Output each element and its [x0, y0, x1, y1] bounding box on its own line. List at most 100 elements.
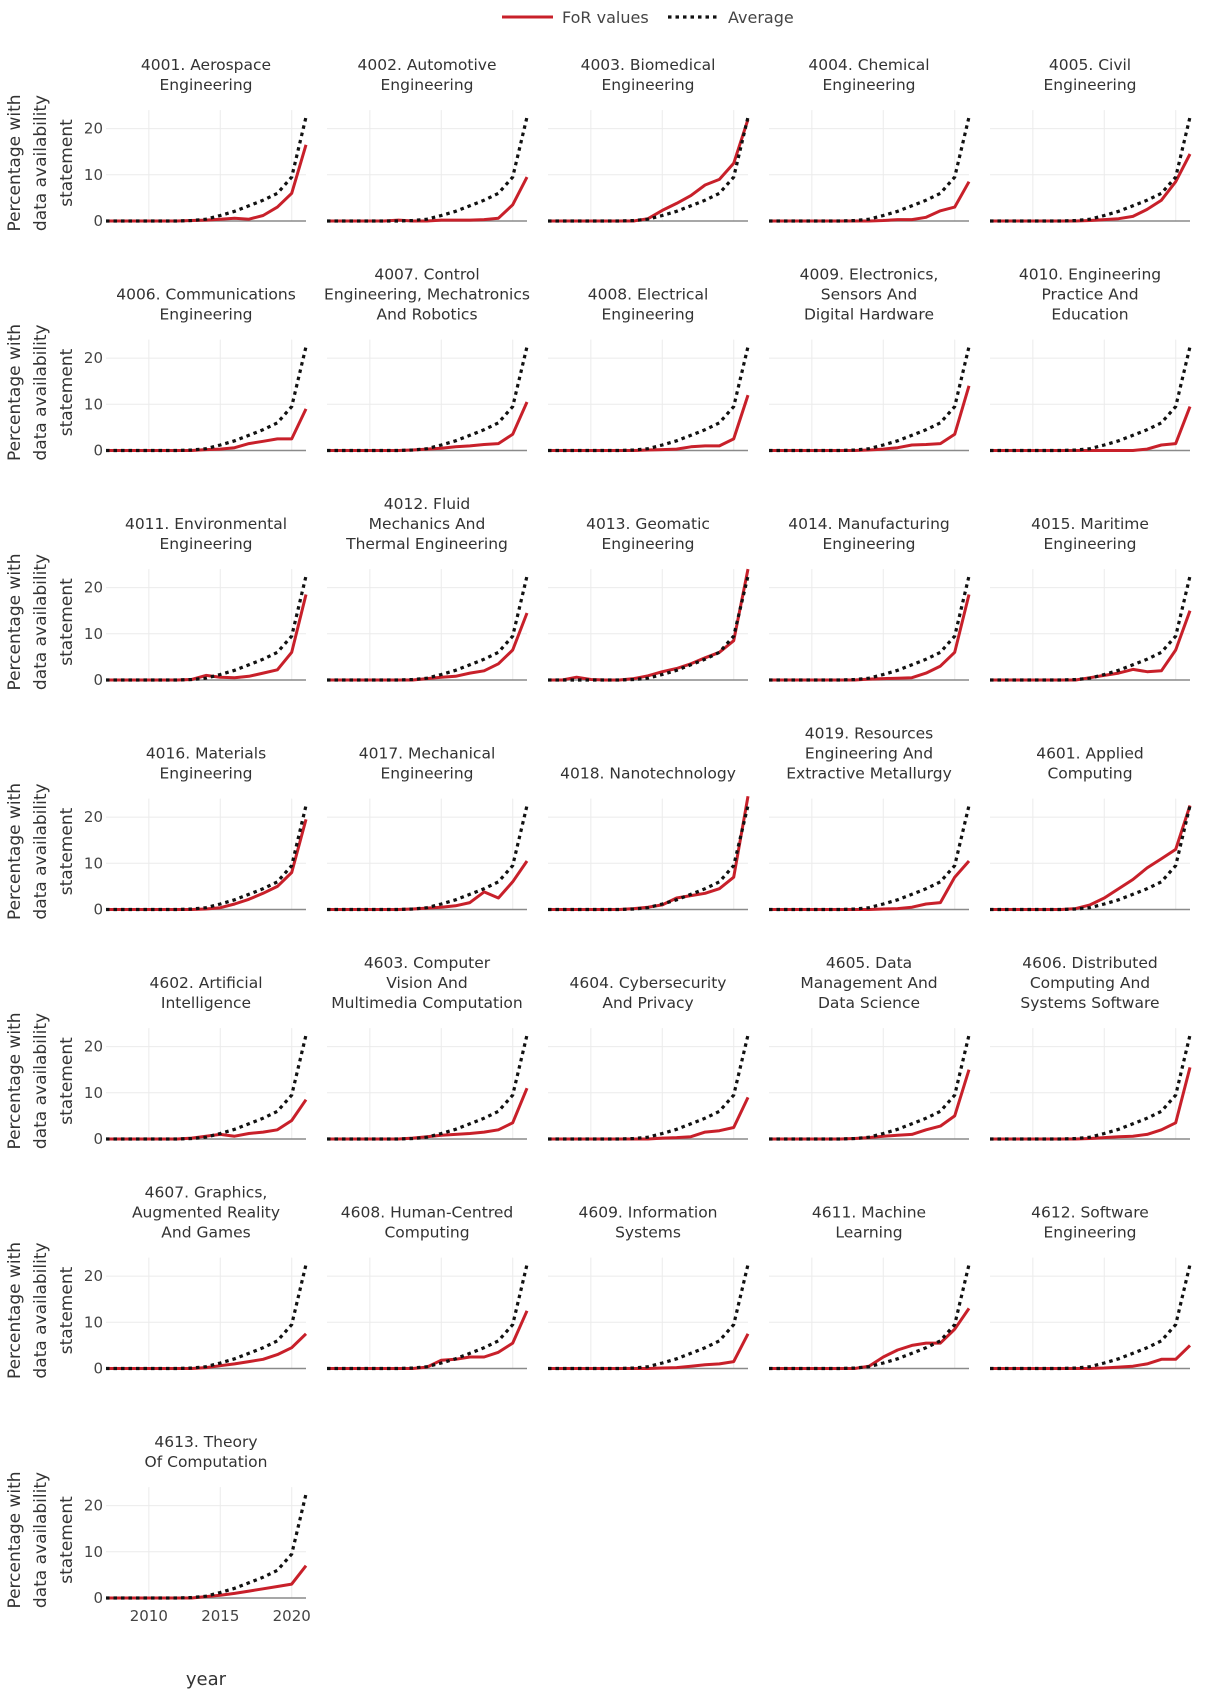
series-for-values-line — [990, 1067, 1192, 1141]
series-for-values-line — [106, 408, 308, 452]
panel-title-line: Engineering — [1044, 535, 1137, 553]
panel-17: 4017. Mechanical Engineering — [327, 745, 529, 912]
y-axis-title: Percentage with data availability statemen… — [5, 783, 77, 920]
panel-19: 4019. Resources Engineering And Extractive… — [769, 725, 971, 912]
series-for-values-line — [548, 568, 750, 682]
y-axis-title-line: statement — [57, 1496, 77, 1584]
panel-title-line: Systems Software — [1020, 994, 1159, 1012]
y-axis-title-line: data availability — [31, 324, 51, 460]
series-average-line — [990, 1264, 1192, 1371]
x-tick-label: 2010 — [130, 1607, 168, 1625]
y-axis-title-line: Percentage with — [5, 94, 25, 231]
y-axis-title-line: statement — [57, 348, 77, 436]
panel-27: 4608. Human-Centred Computing — [327, 1204, 529, 1371]
legend-label-for-values: FoR values — [562, 8, 649, 27]
series-average-line — [548, 1264, 750, 1371]
panel-4: 4004. Chemical Engineering — [769, 56, 971, 223]
panel-title-line: Multimedia Computation — [331, 994, 522, 1012]
series-average-line — [327, 1264, 529, 1371]
x-axis-title: year — [186, 1669, 227, 1690]
y-axis-title-line: Percentage with — [5, 324, 25, 461]
y-axis-title-line: Percentage with — [5, 783, 25, 920]
panel-10: 4010. Engineering Practice And Education — [990, 266, 1192, 453]
panel-title-line: 4007. Control — [374, 266, 479, 284]
panel-title-line: Education — [1051, 306, 1128, 324]
panel-title-line: 4009. Electronics, — [800, 266, 939, 284]
panel-title-line: Computing And — [1030, 974, 1150, 992]
y-axis-title: Percentage with data availability statemen… — [5, 324, 77, 461]
y-axis-title-line: data availability — [31, 783, 51, 919]
panel-23: 4604. Cybersecurity And Privacy — [548, 974, 750, 1141]
series-average-line — [106, 805, 308, 912]
legend: FoR values Average — [502, 8, 794, 27]
panel-title-line: 4011. Environmental — [125, 515, 287, 533]
panel-title-line: 4004. Chemical — [808, 56, 929, 74]
series-average-line — [769, 805, 971, 912]
panel-22: 4603. Computer Vision And Multimedia Compu… — [327, 954, 529, 1141]
y-tick-label: 10 — [84, 1543, 103, 1561]
series-for-values-line — [769, 594, 971, 682]
y-axis-title-line: statement — [57, 1266, 77, 1354]
panel-title-line: 4603. Computer — [364, 954, 491, 972]
series-for-values-line — [106, 1098, 308, 1141]
panel-title-line: 4010. Engineering — [1019, 266, 1161, 284]
series-for-values-line — [548, 1096, 750, 1141]
series-for-values-line — [327, 1310, 529, 1370]
panel-24: 4605. Data Management And Data Science — [769, 954, 971, 1141]
panel-16: 4016. Materials Engineering 0 10 20 Percentag… — [5, 745, 308, 920]
series-average-line — [548, 805, 750, 912]
panel-title-line: Thermal Engineering — [345, 535, 508, 553]
series-average-line — [106, 575, 308, 682]
panel-title-line: 4001. Aerospace — [141, 56, 271, 74]
panel-title-line: 4606. Distributed — [1022, 954, 1158, 972]
panel-8: 4008. Electrical Engineering — [548, 286, 750, 453]
y-tick-label: 0 — [93, 212, 103, 230]
panel-title-line: Engineering — [1044, 76, 1137, 94]
panel-title-line: 4609. Information — [578, 1204, 717, 1222]
y-tick-label: 20 — [84, 579, 103, 597]
y-tick-label: 0 — [93, 671, 103, 689]
y-tick-label: 20 — [84, 808, 103, 826]
panel-30: 4612. Software Engineering — [990, 1204, 1192, 1371]
series-for-values-line — [106, 1332, 308, 1370]
panel-title-line: 4018. Nanotechnology — [560, 765, 736, 783]
series-average-line — [106, 116, 308, 223]
panel-title-line: Engineering — [381, 76, 474, 94]
series-for-values-line — [548, 796, 750, 911]
y-axis-title-line: data availability — [31, 1242, 51, 1378]
series-for-values-line — [327, 612, 529, 682]
series-average-line — [769, 346, 971, 453]
panel-title-line: Engineering — [160, 535, 253, 553]
y-tick-label: 10 — [84, 625, 103, 643]
panel-title-line: 4605. Data — [826, 954, 912, 972]
panel-title-line: Data Science — [818, 994, 920, 1012]
panel-12: 4012. Fluid Mechanics And Thermal Engineer… — [327, 495, 529, 682]
y-axis-title-line: data availability — [31, 1013, 51, 1149]
panel-13: 4013. Geomatic Engineering — [548, 515, 750, 682]
y-axis-title-line: statement — [57, 578, 77, 666]
panel-title-line: Practice And — [1041, 286, 1138, 304]
panel-title-line: Engineering — [160, 76, 253, 94]
panel-title-line: 4003. Biomedical — [581, 56, 716, 74]
series-average-line — [769, 116, 971, 223]
series-average-line — [990, 116, 1192, 223]
panel-title-line: Engineering — [160, 306, 253, 324]
series-for-values-line — [327, 176, 529, 223]
x-tick-label: 2015 — [201, 1607, 239, 1625]
panel-title-line: 4017. Mechanical — [359, 745, 496, 763]
panel-15: 4015. Maritime Engineering — [990, 515, 1192, 682]
series-for-values-line — [990, 610, 1192, 682]
y-axis-title-line: Percentage with — [5, 1471, 25, 1608]
series-average-line — [548, 346, 750, 453]
y-tick-label: 10 — [84, 1084, 103, 1102]
panel-title-line: 4613. Theory — [154, 1433, 257, 1451]
y-axis-title: Percentage with data availability statemen… — [5, 1242, 77, 1379]
panel-1: 4001. Aerospace Engineering 0 10 20 Percentag… — [5, 56, 308, 232]
panel-25: 4606. Distributed Computing And Systems So… — [990, 954, 1192, 1141]
panel-title-line: 4602. Artificial — [149, 974, 262, 992]
panel-18: 4018. Nanotechnology — [548, 765, 750, 912]
panel-title-line: 4002. Automotive — [358, 56, 497, 74]
y-axis-title-line: data availability — [31, 95, 51, 231]
series-for-values-line — [990, 153, 1192, 223]
